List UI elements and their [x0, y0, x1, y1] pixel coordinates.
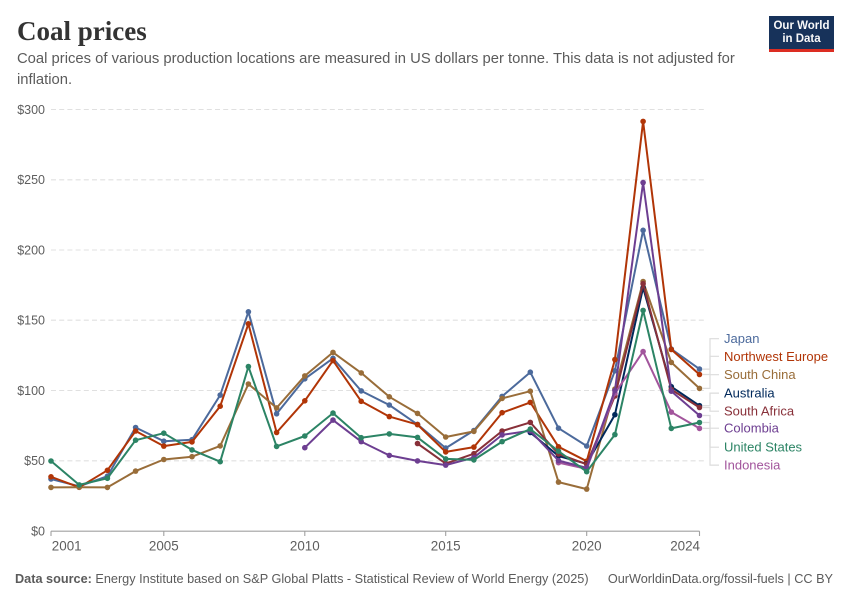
svg-text:2015: 2015 [431, 539, 461, 554]
svg-text:Indonesia: Indonesia [724, 458, 781, 473]
svg-text:$100: $100 [17, 384, 45, 398]
svg-text:United States: United States [724, 440, 803, 455]
svg-text:2024: 2024 [670, 539, 700, 554]
svg-text:Colombia: Colombia [724, 421, 780, 436]
svg-text:2020: 2020 [572, 539, 602, 554]
svg-text:South Africa: South Africa [724, 404, 795, 419]
svg-text:Japan: Japan [724, 331, 759, 346]
svg-text:Australia: Australia [724, 386, 775, 401]
svg-text:$300: $300 [17, 103, 45, 117]
svg-text:Northwest Europe: Northwest Europe [724, 349, 828, 364]
svg-text:$150: $150 [17, 314, 45, 328]
svg-text:$200: $200 [17, 243, 45, 257]
svg-text:South China: South China [724, 367, 796, 382]
svg-text:2005: 2005 [149, 539, 179, 554]
svg-text:2001: 2001 [52, 539, 82, 554]
svg-text:$50: $50 [24, 454, 45, 468]
svg-text:2010: 2010 [290, 539, 320, 554]
svg-text:$250: $250 [17, 173, 45, 187]
svg-text:$0: $0 [31, 524, 45, 538]
